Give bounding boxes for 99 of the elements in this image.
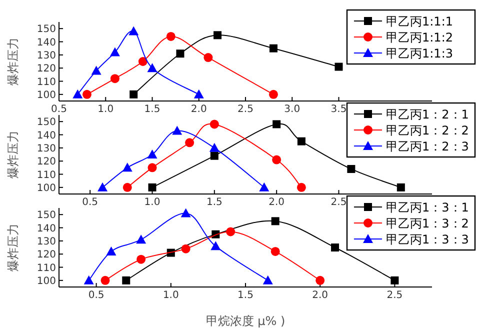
y-tick-label: 110 <box>36 262 56 274</box>
y-axis-title: 爆炸压力 <box>6 130 20 178</box>
point <box>91 66 102 75</box>
point <box>166 32 176 41</box>
y-tick-label: 130 <box>36 143 56 154</box>
point <box>110 74 120 84</box>
point <box>194 89 204 98</box>
point <box>110 47 120 56</box>
point <box>122 276 130 284</box>
point <box>106 246 116 256</box>
point <box>210 152 218 160</box>
y-tick-label: 100 <box>36 90 56 101</box>
x-tick-label: 1.5 <box>206 197 222 208</box>
point <box>347 164 356 173</box>
y-axis-title: 爆炸压力 <box>6 224 20 272</box>
point <box>396 183 405 192</box>
y-tick-label: 120 <box>36 156 56 168</box>
y-tick-label: 140 <box>36 223 56 234</box>
point <box>130 90 138 98</box>
point <box>148 183 156 192</box>
point <box>272 155 282 164</box>
legend-label: 甲乙丙1:1:3 <box>386 46 453 60</box>
point <box>181 244 190 254</box>
x-tick-label: 3.5 <box>330 104 347 115</box>
x-tick-label: 1.5 <box>238 290 254 301</box>
point <box>176 50 184 58</box>
x-tick-label: 1.5 <box>144 104 160 115</box>
y-tick-label: 120 <box>36 250 56 261</box>
point <box>138 57 148 66</box>
point <box>297 137 306 146</box>
y-tick-label: 130 <box>36 236 56 248</box>
legend-label: 甲乙丙1：2：3 <box>386 140 469 154</box>
point <box>214 31 222 40</box>
point <box>84 275 94 284</box>
y-tick-label: 150 <box>36 117 56 128</box>
x-tick-label: 2.5 <box>238 104 254 115</box>
point <box>334 62 343 71</box>
x-tick-label: 1.0 <box>98 104 114 115</box>
x-tick-label: 0.5 <box>51 104 67 115</box>
legend-label: 甲乙丙1：2：1 <box>386 108 469 122</box>
point <box>259 182 270 192</box>
y-tick-label: 150 <box>36 24 56 36</box>
point <box>210 120 219 129</box>
y-tick-label: 150 <box>36 210 56 222</box>
x-tick-label: 2.0 <box>312 290 328 301</box>
point <box>180 208 191 218</box>
legend-label: 甲乙丙1：2：2 <box>386 124 469 138</box>
x-tick-label: 0.5 <box>82 197 98 208</box>
point <box>136 254 146 264</box>
legend-label: 甲乙丙1：3：1 <box>386 200 469 214</box>
point <box>72 89 83 98</box>
y-tick-label: 110 <box>36 170 56 181</box>
point <box>147 150 158 158</box>
y-tick-label: 140 <box>36 37 56 48</box>
point <box>136 234 146 244</box>
point <box>296 182 306 192</box>
point <box>262 275 273 284</box>
y-tick-label: 120 <box>36 64 56 75</box>
point <box>272 120 281 128</box>
legend-label: 甲乙丙1:1:2 <box>386 30 453 44</box>
point <box>122 182 132 192</box>
x-tick-label: 0.5 <box>88 290 104 301</box>
x-tick-label: 2.5 <box>330 197 347 208</box>
x-tick-label: 3.0 <box>284 104 300 115</box>
x-axis-title: 甲烷浓度 μ% ) <box>206 314 286 328</box>
y-tick-label: 130 <box>36 50 56 62</box>
point <box>390 276 399 284</box>
point <box>128 26 139 36</box>
point <box>271 217 280 226</box>
legend-label: 甲乙丙1：3：2 <box>386 216 469 230</box>
y-tick-label: 100 <box>36 276 56 287</box>
y-axis-title: 爆炸压力 <box>6 38 20 86</box>
point <box>204 53 213 62</box>
x-tick-label: 2.5 <box>386 290 403 301</box>
x-tick-label: 1.0 <box>162 290 179 301</box>
point <box>268 90 278 99</box>
x-tick-label: 2.0 <box>190 104 207 115</box>
point <box>226 227 236 236</box>
point <box>269 44 278 52</box>
legend-label: 甲乙丙1：3：3 <box>386 232 469 246</box>
point <box>316 276 325 285</box>
point <box>122 162 132 172</box>
y-tick-label: 100 <box>36 182 56 194</box>
x-tick-label: 2.0 <box>268 197 285 208</box>
legend-label: 甲乙丙1:1:1 <box>386 14 453 28</box>
y-tick-label: 140 <box>36 130 56 142</box>
point <box>209 142 220 152</box>
point <box>270 246 280 256</box>
point <box>147 63 158 72</box>
point <box>100 276 110 285</box>
y-tick-label: 110 <box>36 76 56 88</box>
point <box>98 182 108 192</box>
x-tick-label: 1.0 <box>144 197 160 208</box>
point <box>185 138 194 148</box>
point <box>210 241 221 250</box>
point <box>148 163 157 172</box>
point <box>331 244 340 252</box>
point <box>82 90 92 99</box>
point <box>172 126 182 135</box>
